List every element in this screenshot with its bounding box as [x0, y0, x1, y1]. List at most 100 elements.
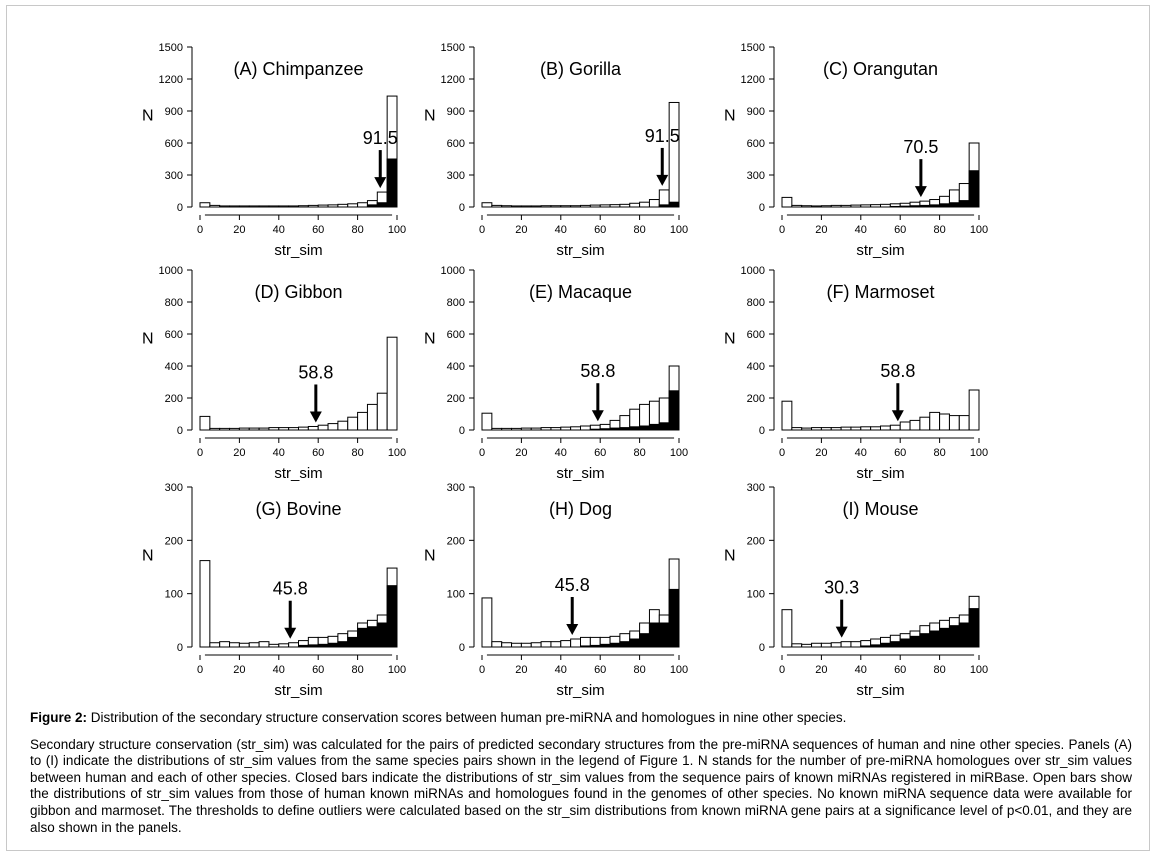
x-tick-label: 80 [933, 447, 945, 459]
x-tick-label: 40 [855, 664, 867, 676]
bar-open [540, 205, 552, 208]
bar-open [248, 642, 260, 648]
bar-closed [648, 622, 660, 648]
panel-title: (H) Dog [549, 499, 612, 519]
bar-open [209, 427, 221, 431]
y-tick-label: 400 [447, 361, 465, 373]
bar-open [550, 641, 562, 648]
y-tick-label: 0 [459, 425, 465, 437]
bar-closed [899, 638, 911, 648]
y-axis-label: N [424, 548, 436, 565]
bar-open [511, 642, 522, 648]
x-tick-label: 40 [273, 664, 285, 676]
x-tick-label: 0 [779, 447, 785, 459]
x-tick-label: 80 [351, 664, 363, 676]
bar-closed [889, 641, 901, 648]
threshold-arrow-head [284, 627, 297, 639]
bar-closed [899, 205, 911, 208]
x-tick-label: 20 [515, 447, 527, 459]
bar-open [811, 427, 822, 431]
threshold-label: 58.8 [298, 362, 333, 382]
panel-title: (G) Bovine [255, 499, 341, 519]
y-tick-label: 0 [759, 425, 765, 437]
bar-closed [648, 423, 660, 431]
y-tick-label: 200 [447, 393, 465, 405]
bar-open [248, 205, 260, 208]
panel-f: 0 200 400 600 800 1000 0 20 40 60 80 100 (F) Marmose… [724, 265, 988, 482]
bar-open [609, 204, 621, 208]
x-tick-label: 100 [970, 664, 988, 676]
x-tick-label: 20 [815, 224, 827, 236]
bar-closed [668, 588, 680, 648]
bar-open [219, 205, 231, 208]
bar-open [580, 204, 591, 208]
bar-closed [929, 204, 941, 208]
y-axis-label: N [424, 331, 436, 348]
threshold-label: 91.5 [645, 126, 680, 146]
threshold-arrow-head [891, 410, 904, 422]
figure-frame [6, 5, 1150, 851]
bar-closed [860, 645, 872, 648]
x-tick-label: 80 [933, 664, 945, 676]
bar-open [229, 642, 240, 648]
panel-e: 0 200 400 600 800 1000 0 20 40 60 80 100 (E) Macaque… [424, 265, 688, 482]
y-tick-label: 0 [459, 202, 465, 214]
y-tick-label: 600 [165, 138, 183, 150]
x-tick-label: 40 [555, 664, 567, 676]
panel-g: 0 100 200 300 0 20 40 60 80 100 (G) Bovine Nstr_sim… [142, 482, 406, 699]
bar-open [307, 425, 319, 431]
y-tick-label: 100 [747, 589, 765, 601]
y-tick-label: 1200 [741, 74, 765, 86]
bar-open [880, 425, 891, 431]
threshold-label: 58.8 [880, 361, 915, 381]
bar-open [840, 426, 852, 431]
panel-title: (A) Chimpanzee [233, 59, 363, 79]
bar-closed [929, 630, 941, 648]
panel-d: 0 200 400 600 800 1000 0 20 40 60 80 100 (D) Gibbon N… [142, 265, 406, 482]
bar-closed [619, 641, 631, 648]
bar-open [791, 204, 803, 208]
bar-open [268, 427, 280, 431]
x-tick-label: 40 [855, 447, 867, 459]
y-tick-label: 400 [165, 361, 183, 373]
bar-closed [668, 201, 680, 208]
bar-closed [317, 643, 329, 648]
x-tick-label: 80 [633, 224, 645, 236]
x-tick-label: 100 [970, 447, 988, 459]
y-tick-label: 100 [165, 589, 183, 601]
x-tick-label: 0 [479, 447, 485, 459]
threshold-arrow-head [309, 411, 322, 423]
bar-open [317, 204, 329, 208]
x-tick-label: 0 [479, 664, 485, 676]
bar-open [540, 427, 552, 431]
bar-open [840, 204, 852, 208]
bar-open [501, 205, 513, 208]
threshold-arrow-head [914, 186, 927, 198]
bar-closed [948, 625, 960, 648]
bar-closed [307, 644, 319, 648]
bar-open [347, 203, 359, 208]
y-tick-label: 1000 [441, 265, 465, 277]
bar-closed [376, 202, 388, 208]
threshold-label: 91.5 [363, 128, 398, 148]
y-tick-label: 1200 [441, 74, 465, 86]
y-tick-label: 200 [447, 535, 465, 547]
y-tick-label: 200 [747, 393, 765, 405]
bar-open [219, 427, 231, 431]
x-tick-label: 60 [312, 664, 324, 676]
threshold-label: 45.8 [555, 575, 590, 595]
y-axis-label: N [724, 108, 736, 125]
bar-closed [337, 641, 349, 648]
y-tick-label: 600 [447, 329, 465, 341]
bar-open [939, 413, 950, 431]
bar-open [520, 642, 532, 648]
x-tick-label: 20 [515, 664, 527, 676]
bar-open [870, 426, 882, 431]
bar-open [639, 201, 650, 208]
bar-open [481, 597, 493, 648]
y-tick-label: 900 [747, 106, 765, 118]
bar-open [899, 421, 911, 431]
bar-open [337, 203, 349, 208]
